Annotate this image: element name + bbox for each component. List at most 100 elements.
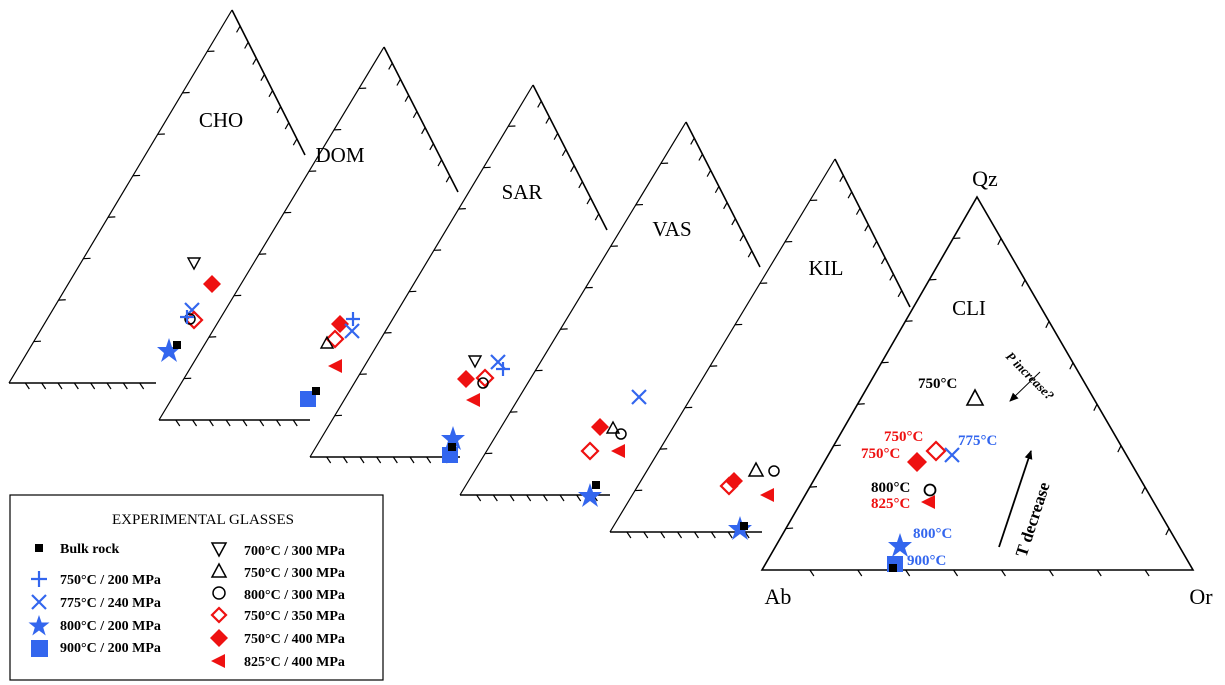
tick-mark [24, 382, 30, 390]
tick-mark [1048, 569, 1054, 577]
tick-mark [8, 9, 233, 384]
legend-marker-775c-240mpa [31, 594, 47, 610]
marker-775c-240mpa [631, 389, 647, 405]
legend-marker-750c-300mpa [210, 562, 228, 578]
marker-bulk-rock [312, 387, 320, 395]
legend-marker-bulk-rock [35, 544, 43, 552]
ternary-plot-dom: DOM [158, 46, 459, 427]
tick-mark [864, 224, 869, 232]
annotation-900c: 900°C [907, 553, 946, 569]
marker-800c-200mpa [441, 426, 465, 450]
tick-mark [739, 234, 745, 242]
marker-750c-350mpa [325, 329, 345, 349]
tick-mark [872, 240, 878, 248]
tick-mark [1045, 321, 1050, 329]
marker-bulk-rock [592, 481, 600, 489]
marker-700c-300mpa [467, 355, 483, 369]
tick-mark [388, 62, 393, 70]
tick-mark [437, 159, 443, 167]
tick-mark [275, 419, 281, 427]
legend-label-750c-350mpa: 750°C / 350 MPa [244, 609, 345, 624]
corner-label-or: Or [1189, 584, 1213, 609]
tick-mark [90, 382, 96, 390]
tick-mark [309, 84, 534, 458]
legend-marker-750c-400mpa [210, 629, 228, 647]
marker-bulk-rock [448, 443, 456, 451]
marker-750c-300mpa [747, 461, 765, 477]
tick-mark [714, 186, 720, 194]
annotation-775c: 775°C [958, 433, 997, 449]
plot-title-cho: CHO [199, 108, 243, 132]
tick-mark [537, 100, 542, 108]
tick-mark [710, 531, 716, 539]
marker-800c-300mpa [923, 483, 937, 497]
ternary-plot-vas: VAS [459, 121, 761, 502]
marker-bulk-rock [173, 341, 181, 349]
legend-marker-700c-300mpa [210, 542, 228, 558]
tick-mark [192, 419, 198, 427]
marker-800c-300mpa [768, 465, 780, 477]
tick-mark [1096, 569, 1102, 577]
plot-title-cli: CLI [952, 296, 986, 320]
tick-mark [542, 494, 548, 502]
tick-mark [445, 175, 451, 183]
tick-mark [1144, 569, 1150, 577]
tick-mark [41, 382, 47, 390]
tick-mark [292, 138, 298, 146]
tick-mark [594, 213, 600, 221]
tick-mark [731, 218, 736, 226]
annotation-750c-black: 750°C [918, 376, 957, 392]
tick-mark [953, 569, 959, 577]
marker-750c-400mpa [203, 275, 221, 293]
tick-mark [57, 382, 63, 390]
tick-mark [889, 273, 894, 281]
tick-mark [421, 127, 426, 135]
tick-mark [392, 456, 398, 464]
annotation-800c-black: 800°C [871, 480, 910, 496]
p-increase-arrow [1009, 371, 1041, 402]
legend-label-775c-240mpa: 775°C / 240 MPa [60, 596, 161, 611]
tick-mark [660, 531, 666, 539]
tick-mark [429, 143, 434, 151]
tick-mark [404, 95, 410, 102]
plot-title-dom: DOM [315, 143, 364, 167]
tick-mark [1093, 403, 1098, 411]
tick-mark [880, 257, 886, 265]
ternary-plot-sar: SAR [309, 84, 608, 464]
corner-label-ab: Ab [765, 584, 792, 609]
tick-mark [276, 106, 282, 114]
legend-label-800c-200mpa: 800°C / 200 MPa [60, 619, 161, 634]
marker-bulk-rock [889, 564, 897, 572]
annotation-800c-blue: 800°C [913, 526, 952, 542]
marker-700c-300mpa [186, 257, 202, 271]
legend-label-750c-300mpa: 750°C / 300 MPa [244, 566, 345, 581]
tick-mark [292, 419, 298, 427]
marker-750c-400mpa [591, 418, 609, 436]
tick-mark [412, 111, 418, 119]
tick-mark [857, 569, 863, 577]
marker-750c-350mpa [925, 440, 947, 462]
marker-750c-400mpa [457, 370, 475, 388]
tick-mark [242, 419, 248, 427]
marker-800c-200mpa [157, 338, 181, 362]
legend-label-800c-300mpa: 800°C / 300 MPa [244, 588, 345, 603]
tick-mark [106, 382, 112, 390]
tick-mark [492, 494, 498, 502]
marker-bulk-rock [740, 522, 748, 530]
glass-compositions [157, 257, 985, 572]
tick-mark [244, 41, 249, 49]
tick-mark [122, 382, 128, 390]
marker-800c-300mpa [615, 428, 627, 440]
tick-mark [236, 25, 241, 33]
legend-marker-750c-200mpa [31, 571, 47, 587]
legend-title: EXPERIMENTAL GLASSES [112, 512, 294, 528]
tick-mark [561, 149, 567, 157]
marker-750c-350mpa [580, 441, 600, 461]
legend-marker-900c-200mpa [31, 640, 48, 657]
tick-mark [690, 137, 695, 145]
annotation-825c: 825°C [871, 496, 910, 512]
tick-mark [284, 122, 290, 130]
t-decrease-arrow [998, 450, 1033, 548]
tick-mark [376, 456, 382, 464]
ternary-plot-kil: KIL [609, 158, 911, 539]
